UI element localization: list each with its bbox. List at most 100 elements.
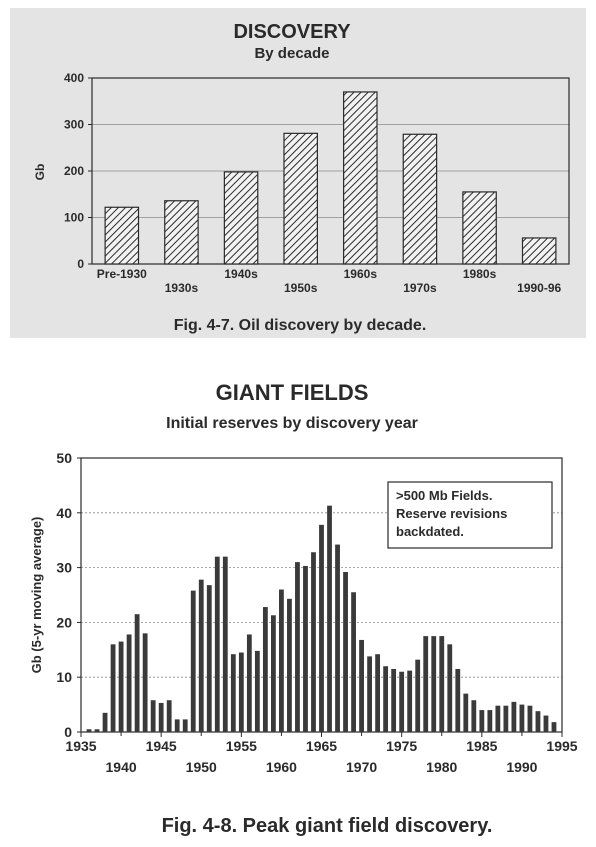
chart1-gridlines	[92, 124, 569, 218]
chart2-bar	[327, 505, 332, 732]
chart2-bar	[303, 565, 308, 732]
chart2-bar	[118, 641, 124, 732]
chart2-x-tick-label: 1960	[266, 759, 297, 775]
chart1-y-tick-label: 400	[64, 71, 84, 85]
chart2-bar	[487, 710, 493, 732]
annotation-line-3: backdated.	[396, 524, 464, 539]
chart2-bar	[311, 552, 316, 732]
chart1-y-axis-label: Gb	[33, 164, 47, 181]
chart2-x-tick-label: 1940	[106, 759, 137, 775]
chart2-bar	[126, 634, 132, 732]
chart1-x-tick-label: 1960s	[344, 267, 378, 281]
chart2-bar	[279, 589, 284, 732]
chart2-bar	[343, 571, 348, 732]
chart2-annotation-box: >500 Mb Fields. Reserve revisions backda…	[387, 481, 553, 549]
chart2-bar	[254, 650, 260, 732]
chart1-x-tick-label: 1930s	[165, 281, 199, 295]
chart2-x-tick-label: 1995	[546, 738, 577, 754]
chart1-x-ticks: Pre-1930 1930s 1940s 1950s 1960s 1970s 1980s 19…	[97, 267, 562, 295]
chart2-bar	[455, 668, 461, 732]
chart1-bar	[223, 171, 259, 265]
chart1-x-tick-label: Pre-1930	[97, 267, 147, 281]
chart2-bar	[102, 712, 108, 732]
chart2-bar	[359, 639, 364, 732]
chart2-x-tick-label: 1935	[65, 738, 96, 754]
chart1-title: DISCOVERY	[233, 21, 351, 43]
chart1-bar	[164, 200, 199, 265]
chart2-bar	[174, 719, 180, 732]
chart2-bar	[230, 654, 236, 732]
chart2-y-tick-label: 0	[64, 724, 72, 740]
chart2-x-tick-label: 1970	[346, 759, 377, 775]
chart2-bar	[295, 562, 300, 732]
chart2-x-ticks: 1935 1945 1955 1965 1975 1985 1995 1940 1950 1960…	[65, 732, 578, 775]
chart1-bar	[343, 91, 378, 265]
chart1-x-tick-label: 1970s	[403, 281, 437, 295]
chart2-bar	[150, 700, 156, 732]
chart2-bar	[351, 592, 356, 732]
chart2-bar	[551, 722, 557, 732]
chart2-bar	[246, 634, 252, 732]
chart2-y-tick-label: 40	[56, 505, 72, 521]
chart2-y-ticks: 0 10 20 30 40 50	[56, 450, 81, 740]
chart2-bar	[447, 644, 453, 732]
annotation-line-2: Reserve revisions	[396, 506, 507, 521]
chart2-bar	[319, 524, 324, 732]
chart2-bar	[287, 598, 292, 732]
chart2-x-tick-label: 1990	[506, 759, 537, 775]
chart1-x-tick-label: 1940s	[224, 267, 258, 281]
chart2-y-tick-label: 30	[56, 560, 72, 576]
chart2-bar	[511, 701, 517, 732]
chart2-title: GIANT FIELDS	[216, 380, 369, 405]
chart1-y-tick-label: 100	[64, 211, 84, 225]
chart2-y-tick-label: 10	[56, 669, 72, 685]
chart2-bar	[503, 705, 509, 732]
chart2-x-tick-label: 1975	[386, 738, 417, 754]
chart2-bar	[158, 702, 164, 732]
chart2-bar	[391, 668, 397, 732]
chart2-bar	[94, 729, 100, 732]
chart2-bar	[423, 636, 429, 732]
chart1-bar	[462, 191, 497, 265]
chart1-bar	[402, 133, 438, 265]
chart2-bar	[134, 614, 140, 732]
chart2-bars	[86, 505, 557, 732]
chart2-bar	[190, 590, 196, 732]
chart1-bar	[104, 206, 140, 265]
annotation-line-1: >500 Mb Fields.	[396, 488, 492, 503]
chart2-bar	[142, 633, 148, 732]
chart2-bar	[495, 705, 501, 732]
chart2-x-tick-label: 1980	[426, 759, 457, 775]
chart2-bar	[198, 579, 204, 732]
chart1-x-tick-label: 1980s	[463, 267, 497, 281]
chart2-bar	[262, 607, 268, 732]
chart1-bar	[283, 132, 318, 265]
chart2-y-axis-label: Gb (5-yr moving average)	[29, 517, 44, 674]
chart1-y-ticks: 0 100 200 300 400	[64, 71, 92, 271]
chart2-bar	[535, 711, 541, 732]
chart2-x-tick-label: 1965	[306, 738, 337, 754]
chart2-x-tick-label: 1985	[466, 738, 497, 754]
chart2-x-tick-label: 1950	[186, 759, 217, 775]
chart2-bar	[182, 719, 188, 732]
chart2-bar	[335, 544, 340, 732]
chart2-bar	[238, 652, 244, 732]
chart2-bar	[375, 654, 381, 732]
chart1-subtitle: By decade	[254, 45, 329, 62]
chart2-bar	[399, 671, 405, 732]
chart1-y-tick-label: 0	[77, 257, 84, 271]
chart2-bar	[270, 615, 276, 732]
chart2-bar	[471, 700, 477, 732]
chart2-bar	[166, 700, 172, 732]
chart2-bar	[367, 656, 373, 732]
chart1-bar	[521, 237, 557, 265]
chart2-bar	[479, 710, 485, 732]
chart1-x-tick-label: 1950s	[284, 281, 318, 295]
chart2-bar	[527, 705, 533, 732]
chart1-bars	[104, 91, 557, 265]
chart2-bar	[415, 659, 421, 732]
chart2-y-tick-label: 50	[56, 450, 72, 466]
chart2-bar	[543, 715, 549, 732]
chart2-bar	[407, 670, 413, 732]
